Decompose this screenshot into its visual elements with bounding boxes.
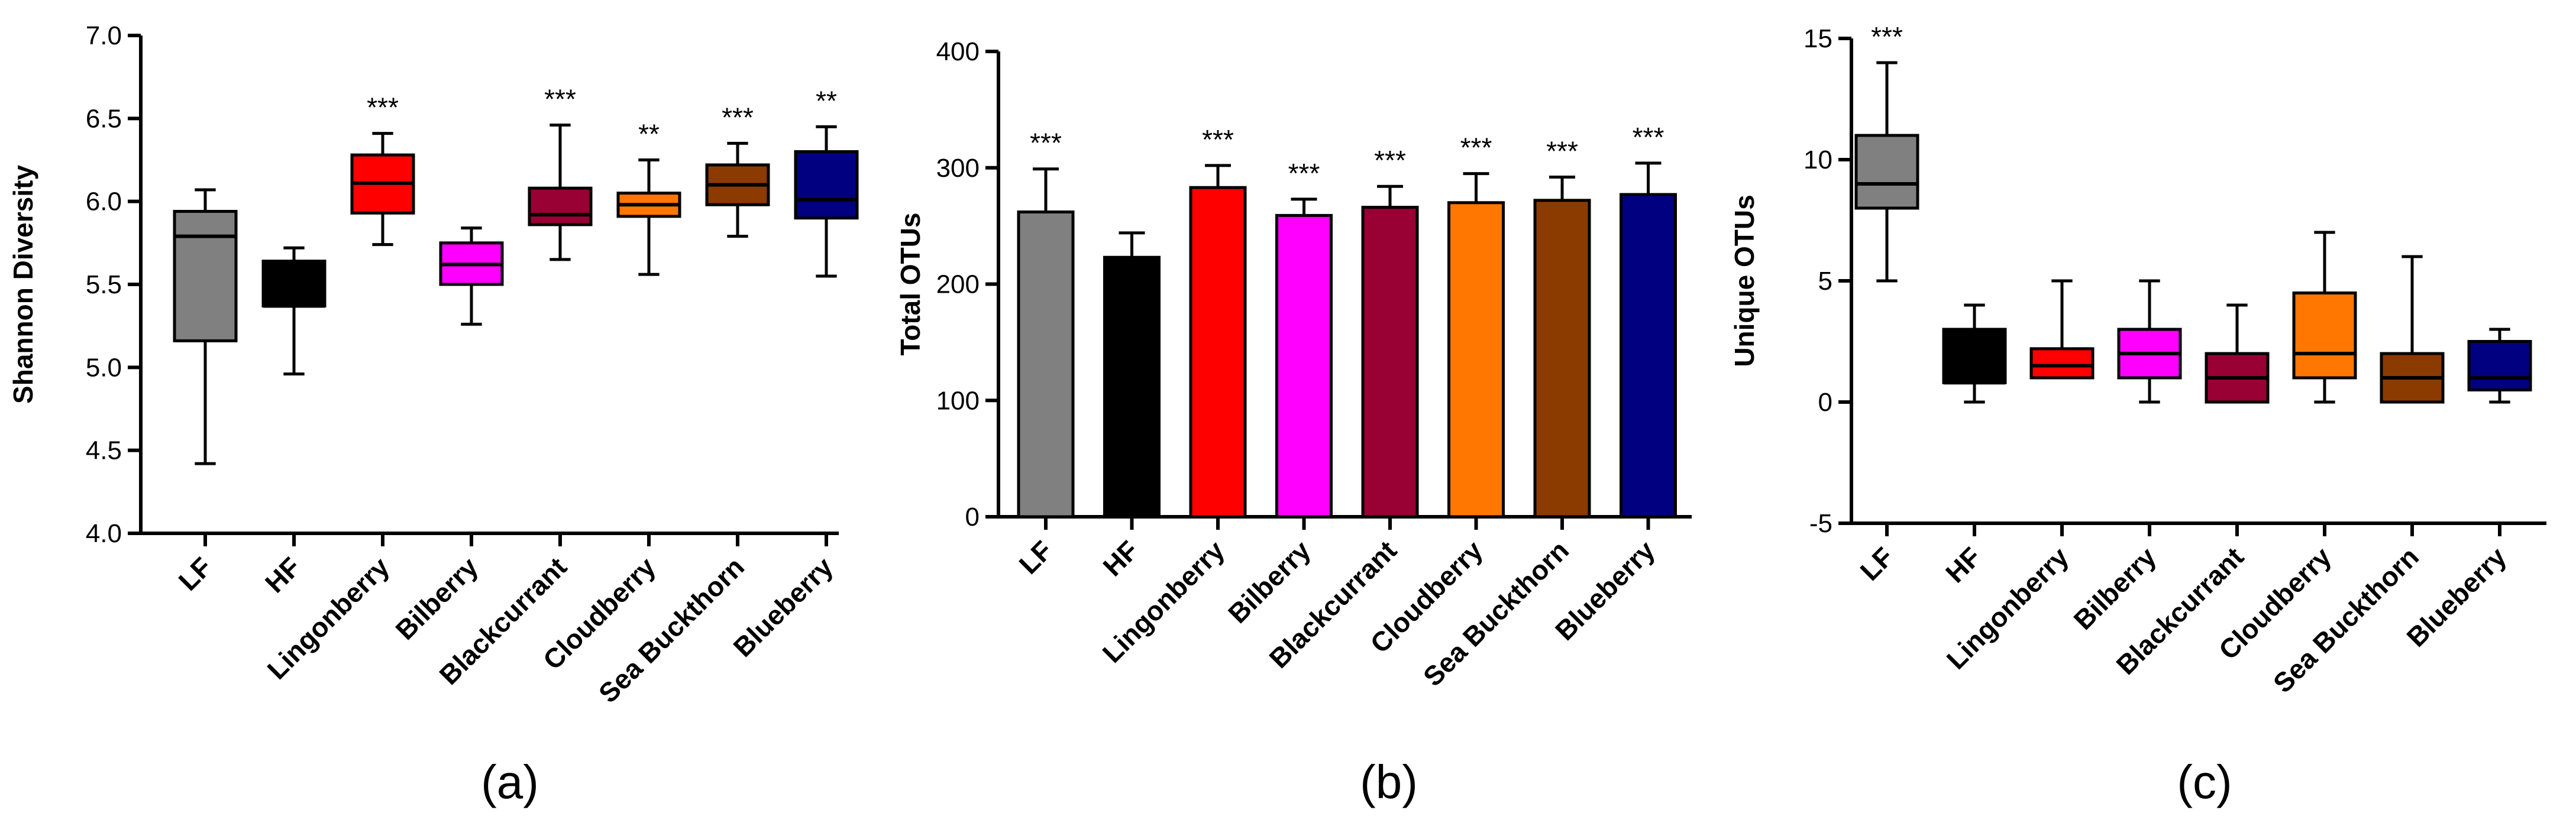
bar-cloudberry — [1447, 201, 1505, 519]
y-tick-label: 5.5 — [86, 270, 122, 299]
box-hf — [261, 260, 327, 307]
category-label-sea-buckthorn: Sea Buckthorn — [1417, 535, 1575, 692]
y-tick-label: 5 — [1818, 267, 1832, 296]
significance-label-blueberry: *** — [1633, 122, 1664, 153]
y-tick-label: 15 — [1803, 24, 1832, 53]
bar-blackcurrant — [1361, 206, 1419, 519]
category-label-hf: HF — [259, 551, 306, 598]
significance-label-lf: *** — [1030, 128, 1062, 158]
box-cloudberry — [2292, 291, 2357, 380]
y-axis-title: Shannon Diversity — [8, 165, 38, 404]
category-label-hf: HF — [1097, 535, 1144, 582]
significance-label-lingonberry: *** — [367, 92, 399, 123]
panel-a-shannon-diversity: 4.0 4.5 5.0 5.5 6.0 6.5 7.0 Shannon Diversity LF… — [8, 21, 859, 808]
category-label-hf: HF — [1940, 541, 1987, 588]
y-axis-title: Unique OTUs — [1729, 195, 1760, 367]
y-tick-label: -5 — [1809, 509, 1832, 538]
box-blueberry — [794, 150, 859, 220]
bar-bilberry — [1275, 213, 1333, 519]
bar-lf — [1017, 210, 1075, 519]
box-blueberry — [2467, 340, 2532, 391]
y-tick-label: 200 — [936, 270, 980, 299]
y-tick-label: 100 — [936, 386, 980, 415]
y-tick-label: 5.0 — [86, 353, 122, 382]
bar-sea-buckthorn — [1533, 199, 1591, 519]
significance-label-sea-buckthorn: *** — [722, 102, 754, 132]
y-tick-label: 300 — [936, 154, 980, 183]
box-lf — [1854, 134, 1919, 210]
category-label-lf: LF — [173, 551, 218, 597]
box-lf — [173, 210, 238, 342]
panel-label: (a) — [481, 756, 539, 808]
panel-label: (c) — [2177, 756, 2232, 808]
significance-label-cloudberry: ** — [638, 119, 660, 150]
bar-blueberry — [1620, 193, 1677, 519]
bar-hf — [1103, 255, 1161, 519]
panel-label: (b) — [1360, 756, 1418, 808]
bar-lingonberry — [1189, 186, 1247, 519]
significance-label-cloudberry: *** — [1460, 132, 1492, 163]
y-tick-label: 400 — [936, 37, 980, 66]
y-tick-label: 0 — [965, 503, 980, 532]
y-tick-label: 4.0 — [86, 519, 122, 548]
y-tick-label: 0 — [1818, 388, 1832, 417]
significance-label-bilberry: *** — [1288, 158, 1320, 189]
significance-label-lf: *** — [1871, 21, 1903, 52]
box-blackcurrant — [528, 186, 593, 226]
y-tick-label: 6.5 — [86, 104, 122, 133]
box-lingonberry — [2029, 347, 2095, 380]
category-label-sea-buckthorn: Sea Buckthorn — [2267, 541, 2425, 698]
significance-label-blueberry: ** — [816, 85, 837, 116]
significance-label-sea-buckthorn: *** — [1546, 135, 1578, 166]
y-tick-label: 4.5 — [86, 436, 122, 465]
y-tick-label: 10 — [1803, 145, 1832, 174]
significance-label-blackcurrant: *** — [544, 84, 576, 115]
significance-label-blackcurrant: *** — [1374, 145, 1406, 176]
category-label-lf: LF — [1013, 535, 1059, 580]
y-axis-title: Total OTUs — [895, 213, 926, 356]
y-tick-label: 7.0 — [86, 21, 122, 50]
box-hf — [1942, 328, 2007, 384]
category-label-lf: LF — [1854, 541, 1900, 587]
y-tick-label: 6.0 — [86, 187, 122, 216]
significance-label-lingonberry: *** — [1202, 124, 1234, 155]
